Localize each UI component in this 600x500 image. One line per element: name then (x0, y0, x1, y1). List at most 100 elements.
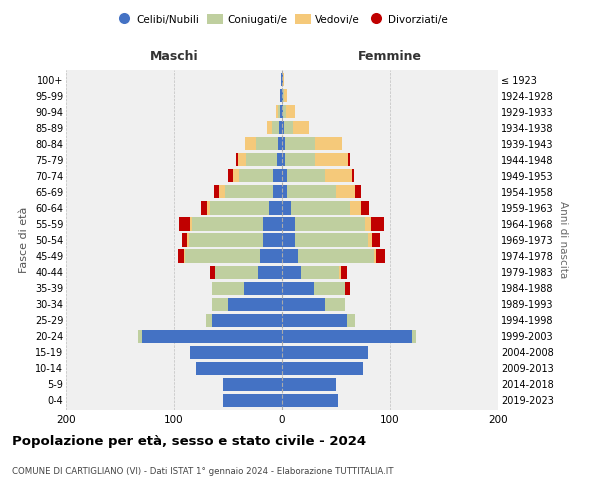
Bar (282, 346, 368, 359)
Bar (223, 394, 282, 407)
Bar (269, 202, 282, 214)
Bar (282, 234, 295, 246)
Bar (286, 105, 295, 118)
Bar (193, 218, 263, 230)
Bar (284, 89, 287, 102)
Bar (282, 202, 290, 214)
Bar (352, 170, 355, 182)
Bar (238, 153, 247, 166)
Bar (190, 346, 282, 359)
Bar (290, 202, 350, 214)
Bar (185, 250, 260, 262)
Bar (239, 170, 274, 182)
Bar (275, 105, 278, 118)
Bar (278, 137, 282, 150)
Legend: Celibi/Nubili, Coniugati/e, Vedovi/e, Divorziati/e: Celibi/Nubili, Coniugati/e, Vedovi/e, Di… (112, 10, 452, 29)
Text: Maschi: Maschi (149, 50, 199, 63)
Bar (282, 250, 298, 262)
Bar (201, 202, 208, 214)
Bar (282, 218, 295, 230)
Bar (220, 186, 225, 198)
Bar (214, 186, 220, 198)
Bar (344, 282, 350, 294)
Bar (209, 202, 269, 214)
Bar (325, 170, 352, 182)
Bar (212, 298, 228, 310)
Bar (272, 121, 279, 134)
Bar (325, 298, 344, 310)
Bar (285, 153, 316, 166)
Bar (212, 314, 282, 327)
Bar (348, 153, 350, 166)
Bar (279, 121, 282, 134)
Bar (282, 137, 285, 150)
Bar (295, 218, 365, 230)
Bar (316, 153, 348, 166)
Bar (282, 170, 287, 182)
Bar (287, 170, 325, 182)
Bar (215, 266, 258, 278)
Bar (293, 121, 309, 134)
Bar (228, 170, 233, 182)
Bar (282, 314, 347, 327)
Bar (247, 153, 277, 166)
Bar (355, 186, 361, 198)
Bar (187, 234, 189, 246)
Bar (295, 234, 368, 246)
Bar (298, 250, 374, 262)
Bar (139, 330, 142, 343)
Bar (282, 394, 338, 407)
Bar (196, 362, 282, 375)
Bar (371, 234, 380, 246)
Bar (208, 202, 209, 214)
Bar (190, 218, 193, 230)
Bar (244, 282, 282, 294)
Text: Popolazione per età, sesso e stato civile - 2024: Popolazione per età, sesso e stato civil… (12, 435, 366, 448)
Bar (412, 330, 416, 343)
Bar (283, 89, 284, 102)
Bar (287, 186, 336, 198)
Bar (285, 137, 316, 150)
Bar (282, 362, 363, 375)
Bar (284, 121, 293, 134)
Bar (368, 234, 371, 246)
Bar (350, 202, 361, 214)
Bar (283, 105, 286, 118)
Bar (184, 250, 185, 262)
Bar (282, 73, 283, 86)
Bar (212, 282, 244, 294)
Text: Femmine: Femmine (358, 50, 422, 63)
Bar (361, 202, 370, 214)
Bar (376, 250, 385, 262)
Bar (277, 153, 282, 166)
Bar (267, 121, 272, 134)
Bar (281, 73, 282, 86)
Bar (245, 137, 256, 150)
Bar (228, 298, 282, 310)
Bar (282, 153, 285, 166)
Bar (282, 121, 284, 134)
Bar (142, 330, 282, 343)
Bar (336, 186, 355, 198)
Bar (316, 137, 343, 150)
Bar (365, 218, 371, 230)
Bar (260, 250, 282, 262)
Bar (182, 234, 187, 246)
Bar (278, 105, 280, 118)
Bar (339, 266, 341, 278)
Bar (301, 266, 339, 278)
Bar (223, 378, 282, 391)
Bar (256, 137, 278, 150)
Text: COMUNE DI CARTIGLIANO (VI) - Dati ISTAT 1° gennaio 2024 - Elaborazione TUTTITALI: COMUNE DI CARTIGLIANO (VI) - Dati ISTAT … (12, 468, 394, 476)
Bar (341, 266, 347, 278)
Bar (274, 170, 282, 182)
Bar (282, 266, 301, 278)
Bar (282, 330, 412, 343)
Y-axis label: Fasce di età: Fasce di età (19, 207, 29, 273)
Bar (209, 266, 215, 278)
Bar (233, 170, 239, 182)
Bar (374, 250, 376, 262)
Bar (236, 153, 238, 166)
Bar (280, 105, 282, 118)
Bar (282, 186, 287, 198)
